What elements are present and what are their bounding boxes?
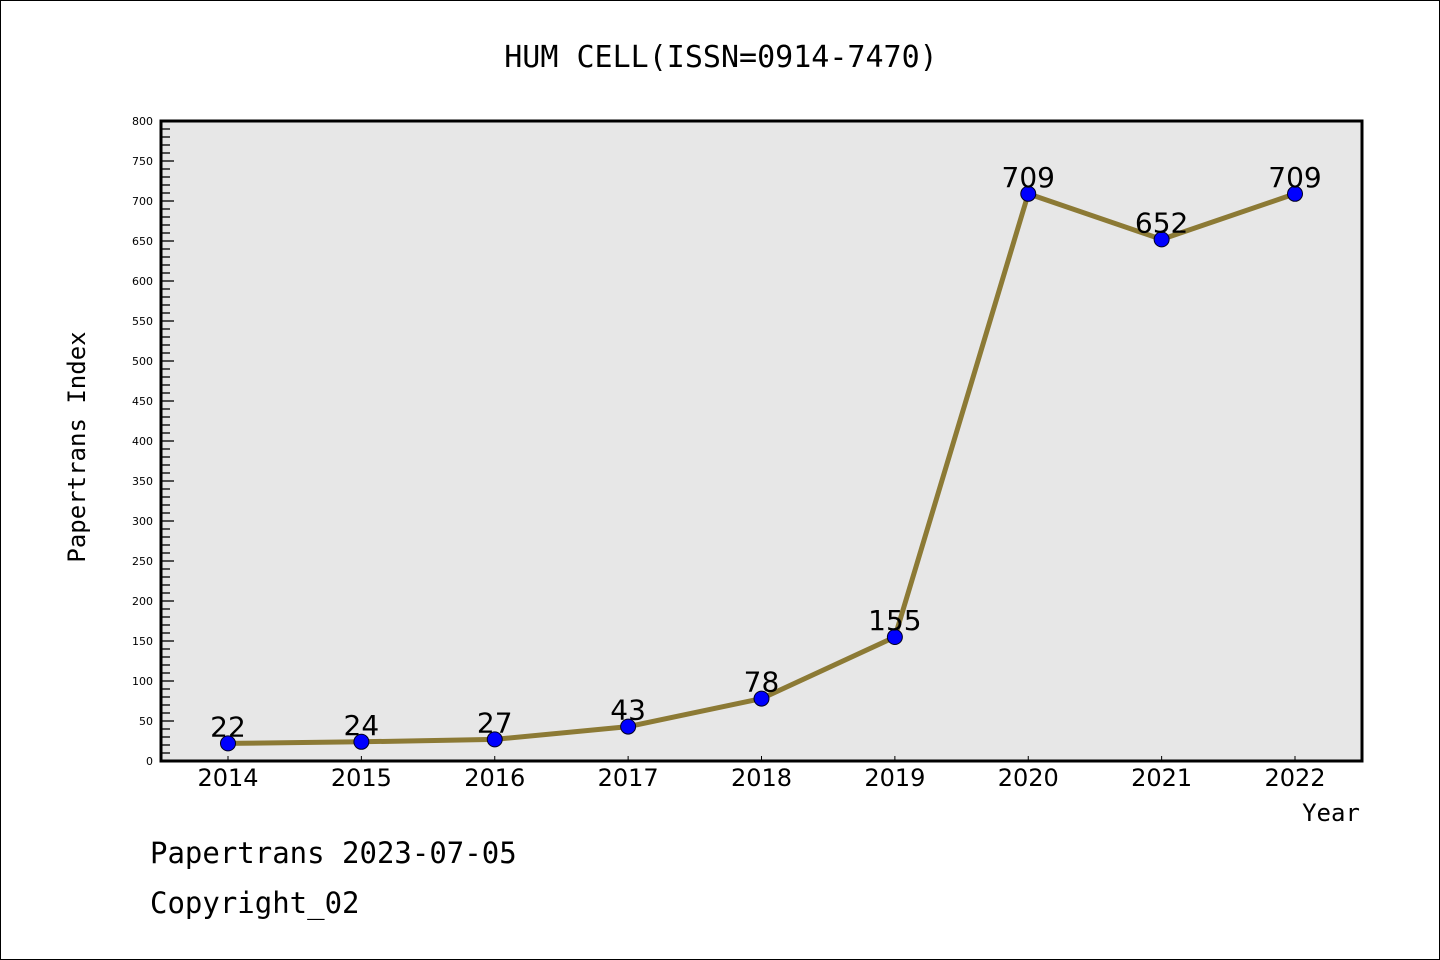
x-tick-label: 2020 <box>998 764 1059 792</box>
data-label: 652 <box>1135 206 1188 239</box>
y-tick-label: 300 <box>132 515 153 528</box>
y-tick-label: 700 <box>132 195 153 208</box>
y-tick-label: 500 <box>132 355 153 368</box>
y-tick-label: 0 <box>146 755 153 768</box>
data-label: 709 <box>1002 161 1055 194</box>
data-point <box>620 718 637 735</box>
y-tick-label: 400 <box>132 435 153 448</box>
x-tick-label: 2019 <box>864 764 925 792</box>
data-point <box>353 733 370 750</box>
data-label: 43 <box>610 694 646 727</box>
y-axis-label: Papertrans Index <box>63 331 91 562</box>
plot-border <box>159 119 1364 763</box>
y-tick-label: 550 <box>132 315 153 328</box>
y-tick-label: 600 <box>132 275 153 288</box>
x-tick-label: 2016 <box>464 764 525 792</box>
data-label: 22 <box>210 710 246 743</box>
data-label: 155 <box>868 604 921 637</box>
data-point <box>886 629 903 645</box>
y-tick-label: 350 <box>132 475 153 488</box>
data-point <box>1287 185 1303 202</box>
data-label: 24 <box>344 709 380 742</box>
y-tick-label: 450 <box>132 395 153 408</box>
x-tick-label: 2014 <box>197 764 258 792</box>
x-tick-label: 2021 <box>1131 764 1192 792</box>
y-tick-label: 750 <box>132 155 153 168</box>
footer-date: Papertrans 2023-07-05 <box>150 836 517 870</box>
data-point <box>1020 185 1037 202</box>
data-label: 709 <box>1268 161 1321 194</box>
x-tick-label: 2018 <box>731 764 792 792</box>
y-tick-label: 250 <box>132 555 153 568</box>
data-point <box>220 735 236 752</box>
y-tick-label: 150 <box>132 635 153 648</box>
footer-copyright: Copyright_02 <box>150 886 360 920</box>
data-point <box>753 690 770 707</box>
y-tick-label: 200 <box>132 595 153 608</box>
x-tick-label: 2017 <box>598 764 659 792</box>
chart-title: HUM CELL(ISSN=0914-7470) <box>504 40 937 75</box>
plot-area <box>161 121 1362 761</box>
data-label: 27 <box>477 706 513 739</box>
x-axis-label: Year <box>1302 799 1360 827</box>
data-point <box>1153 231 1170 248</box>
y-tick-label: 800 <box>132 115 153 128</box>
data-point <box>486 731 503 748</box>
x-tick-label: 2022 <box>1264 764 1325 792</box>
x-tick-label: 2015 <box>331 764 392 792</box>
y-tick-label: 100 <box>132 675 153 688</box>
y-tick-label: 50 <box>139 715 153 728</box>
data-label: 78 <box>744 666 780 699</box>
y-tick-label: 650 <box>132 235 153 248</box>
